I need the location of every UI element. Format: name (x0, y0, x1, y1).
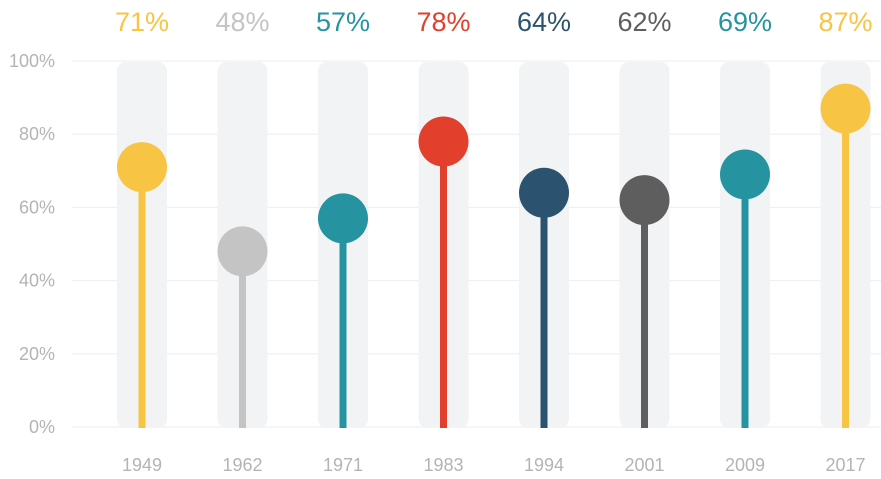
lollipop-stem (641, 200, 648, 428)
x-axis-year-labels: 1949 1962 1971 1983 1994 2001 2009 2017 (122, 455, 866, 475)
value-label: 62% (617, 7, 671, 37)
value-label: 69% (718, 7, 772, 37)
x-tick-label: 1994 (524, 455, 564, 475)
lollipop-dot (318, 193, 368, 244)
lollipop-stem (741, 174, 749, 428)
x-tick-label: 1949 (122, 455, 162, 475)
lollipop-stem (339, 218, 347, 428)
value-label: 48% (215, 7, 269, 37)
lollipop-stem (440, 141, 447, 428)
lollipop-stem (842, 108, 849, 428)
value-label: 78% (416, 7, 470, 37)
percent-value-labels: 71% 48% 57% 78% 64% 62% 69% 87% (115, 7, 873, 37)
lollipop-dot (217, 226, 268, 277)
lollipop-stems (138, 108, 849, 428)
x-tick-label: 2017 (825, 455, 865, 475)
y-tick-label: 20% (19, 344, 55, 364)
lollipop-dot (820, 83, 871, 134)
lollipop-stem (540, 192, 548, 428)
lollipop-dot (720, 149, 770, 200)
x-tick-label: 1971 (323, 455, 363, 475)
x-tick-label: 1962 (222, 455, 262, 475)
x-tick-label: 2009 (725, 455, 765, 475)
lollipop-stem (138, 167, 146, 428)
y-tick-label: 80% (19, 124, 55, 144)
lollipop-stem (239, 251, 246, 428)
lollipop-dots (117, 83, 871, 277)
value-label: 57% (316, 7, 370, 37)
value-label: 71% (115, 7, 169, 37)
lollipop-dot (619, 175, 670, 226)
value-label: 64% (517, 7, 571, 37)
x-tick-label: 2001 (624, 455, 664, 475)
y-tick-label: 0% (29, 417, 55, 437)
lollipop-dot (117, 142, 167, 193)
y-tick-label: 60% (19, 197, 55, 217)
y-tick-label: 100% (9, 51, 55, 71)
y-axis-tick-labels: 0% 20% 40% 60% 80% 100% (9, 51, 55, 437)
x-tick-label: 1983 (423, 455, 463, 475)
lollipop-dot (519, 167, 569, 218)
value-label: 87% (818, 7, 872, 37)
y-tick-label: 40% (19, 271, 55, 291)
lollipop-dot (418, 116, 469, 167)
